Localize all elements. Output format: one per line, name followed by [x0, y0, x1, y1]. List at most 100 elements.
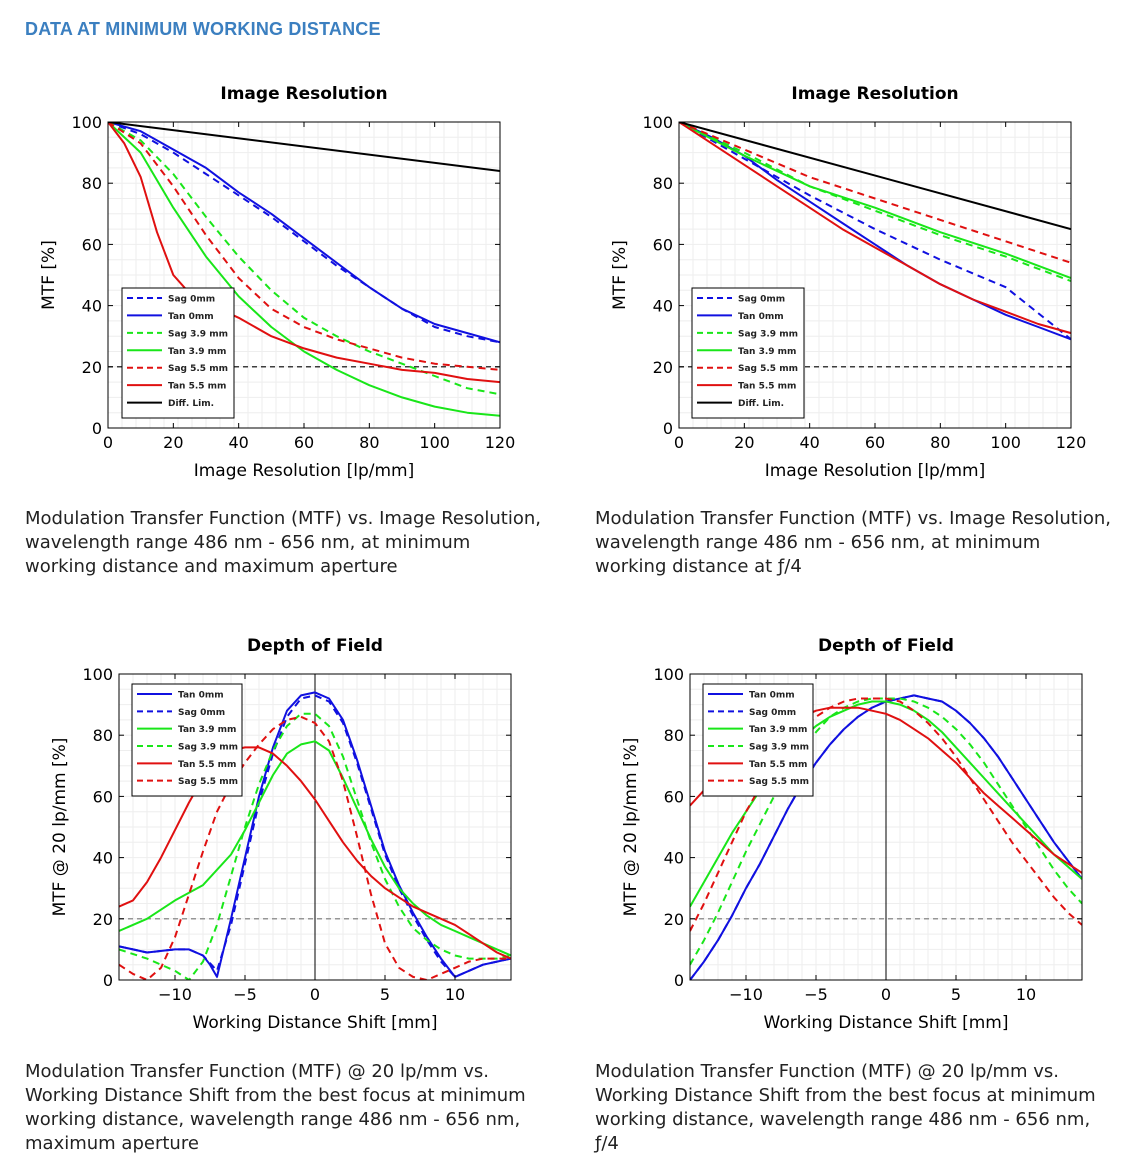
x-tick-label: 120: [1056, 433, 1087, 452]
legend-label: Sag 0mm: [738, 295, 785, 305]
series-line-sag-0mm: [679, 122, 1071, 341]
x-tick-label: 0: [103, 433, 113, 452]
legend-label: Tan 3.9 mm: [178, 725, 236, 735]
series-line-sag-5-5-mm: [108, 122, 500, 371]
series-line-sag-0mm: [119, 694, 511, 978]
x-tick-label: 5: [380, 985, 390, 1004]
y-tick-label: 20: [653, 358, 673, 377]
y-tick-label: 80: [664, 726, 684, 745]
caption-mtf-f4: Modulation Transfer Function (MTF) vs. I…: [595, 508, 1111, 577]
legend: Tan 0mm Sag 0mm Tan 3.9 mm Sag 3.9 mm Tan 5.…: [702, 683, 814, 797]
series-line-sag-3-9-mm: [119, 712, 511, 980]
x-tick-label: 100: [419, 433, 450, 452]
legend-label: Sag 3.9 mm: [168, 329, 228, 339]
legend-label: Sag 3.9 mm: [178, 743, 238, 753]
chart-title: Depth of Field: [247, 636, 383, 656]
series-line-tan-3-9-mm: [679, 122, 1071, 280]
series-line-sag-0mm: [108, 122, 500, 344]
y-tick-label: 40: [93, 849, 113, 868]
x-axis-label: Working Distance Shift [mm]: [193, 1013, 438, 1033]
legend-label: Sag 5.5 mm: [738, 364, 798, 374]
y-tick-label: 100: [71, 113, 102, 132]
legend-label: Sag 3.9 mm: [749, 743, 809, 753]
x-tick-label: 10: [1016, 985, 1036, 1004]
legend: Sag 0mm Tan 0mm Sag 3.9 mm Tan 3.9 mm Sag 5.…: [691, 287, 805, 419]
legend-label: Tan 0mm: [749, 691, 795, 701]
legend-label: Sag 3.9 mm: [738, 329, 798, 339]
y-tick-label: 60: [653, 235, 673, 254]
legend-label: Diff. Lim.: [168, 399, 214, 409]
series-line-sag-5-5-mm: [679, 122, 1071, 264]
x-tick-label: 5: [951, 985, 961, 1004]
legend-label: Tan 3.9 mm: [168, 347, 226, 357]
y-tick-label: 100: [642, 113, 673, 132]
legend-box: [131, 683, 243, 797]
legend-label: Tan 0mm: [738, 312, 784, 322]
legend-label: Diff. Lim.: [738, 399, 784, 409]
y-tick-label: 20: [93, 910, 113, 929]
x-tick-label: 0: [310, 985, 320, 1004]
y-tick-label: 60: [664, 787, 684, 806]
y-axis-label: MTF @ 20 lp/mm [%]: [50, 738, 70, 917]
x-tick-label: 40: [799, 433, 819, 452]
caption-dof-max-aperture: Modulation Transfer Function (MTF) @ 20 …: [25, 1061, 526, 1154]
x-tick-label: −5: [804, 985, 828, 1004]
x-tick-label: 0: [881, 985, 891, 1004]
caption-dof-f4: Modulation Transfer Function (MTF) @ 20 …: [595, 1061, 1096, 1154]
series-group: [119, 691, 511, 980]
series-line-sag-5-5-mm: [119, 715, 511, 980]
series-line-tan-3-9-mm: [108, 122, 500, 417]
legend-label: Tan 5.5 mm: [749, 760, 807, 770]
y-tick-label: 0: [674, 971, 684, 990]
x-tick-label: 10: [445, 985, 465, 1004]
legend-label: Tan 0mm: [168, 312, 214, 322]
x-tick-label: 40: [228, 433, 248, 452]
caption-mtf-max-aperture: Modulation Transfer Function (MTF) vs. I…: [25, 508, 541, 577]
y-tick-label: 100: [653, 665, 684, 684]
legend-label: Tan 3.9 mm: [738, 347, 796, 357]
x-tick-label: −10: [729, 985, 763, 1004]
legend-label: Sag 5.5 mm: [749, 777, 809, 787]
legend-box: [702, 683, 814, 797]
x-tick-label: 80: [359, 433, 379, 452]
y-tick-label: 0: [663, 419, 673, 438]
x-tick-label: 60: [294, 433, 314, 452]
legend: Sag 0mm Tan 0mm Sag 3.9 mm Tan 3.9 mm Sag 5.…: [121, 287, 235, 419]
series-line-tan-5-5-mm: [119, 746, 511, 960]
y-tick-label: 40: [653, 297, 673, 316]
x-axis-label: Image Resolution [lp/mm]: [194, 461, 415, 481]
chart-title: Image Resolution: [791, 84, 958, 104]
x-tick-label: 80: [930, 433, 950, 452]
y-tick-label: 0: [92, 419, 102, 438]
series-line-tan-5-5-mm: [679, 122, 1071, 335]
legend-box: [691, 287, 805, 419]
series-line-tan-5-5-mm: [108, 122, 500, 384]
legend-label: Sag 0mm: [178, 708, 225, 718]
series-line-tan-0mm: [108, 122, 500, 344]
y-tick-label: 20: [82, 358, 102, 377]
y-tick-label: 40: [82, 297, 102, 316]
series-group: [108, 122, 500, 417]
x-axis-label: Working Distance Shift [mm]: [764, 1013, 1009, 1033]
series-line-tan-3-9-mm: [119, 740, 511, 957]
series-line-sag-3-9-mm: [108, 122, 500, 396]
y-tick-label: 80: [653, 174, 673, 193]
y-tick-label: 80: [93, 726, 113, 745]
series-line-sag-3-9-mm: [679, 122, 1071, 283]
legend-label: Sag 0mm: [168, 295, 215, 305]
x-tick-label: −10: [158, 985, 192, 1004]
y-tick-label: 0: [103, 971, 113, 990]
y-axis-label: MTF [%]: [610, 240, 630, 310]
x-tick-label: −5: [233, 985, 257, 1004]
chart-title: Depth of Field: [818, 636, 954, 656]
series-line-tan-0mm: [119, 691, 511, 978]
section-title: DATA AT MINIMUM WORKING DISTANCE: [25, 19, 381, 39]
series-line-diff-lim-: [108, 122, 500, 172]
x-tick-label: 120: [485, 433, 516, 452]
chart-title: Image Resolution: [220, 84, 387, 104]
legend-label: Tan 5.5 mm: [168, 382, 226, 392]
